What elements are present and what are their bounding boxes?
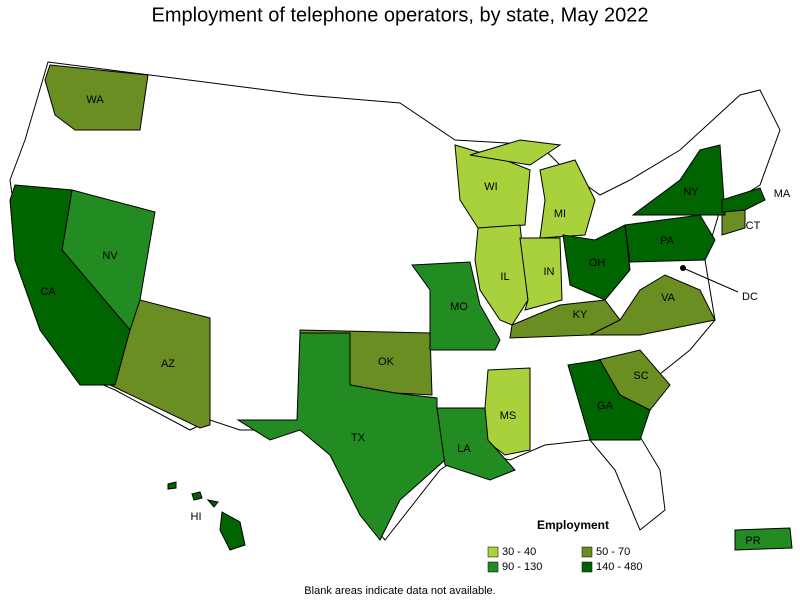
state-label: CT (746, 220, 761, 232)
legend-label: 90 - 130 (502, 561, 542, 573)
state-label: WI (484, 181, 497, 193)
state-label: WA (86, 94, 104, 106)
state-shape (589, 274, 716, 336)
state-shape (236, 332, 446, 541)
state-shape (567, 359, 651, 441)
state-label: OK (378, 356, 395, 368)
state-shape (206, 499, 219, 508)
state-shape (631, 144, 726, 216)
state-shape (167, 481, 177, 490)
state-shape (519, 237, 563, 311)
callout-label: DC (742, 291, 758, 303)
state-label: NV (102, 250, 118, 262)
state-shape (721, 209, 746, 236)
state-shape (539, 159, 596, 239)
state-shape (734, 527, 793, 551)
states: WI MI IL IN MS WA AZ OK KY VA SC CT NV TX MO LA PR CA OH PA… (9, 64, 793, 551)
state-shape (219, 511, 246, 551)
note: Blank areas indicate data not available. (304, 585, 495, 597)
state-label: SC (633, 370, 648, 382)
state-label: KY (573, 309, 588, 321)
state-label: MI (554, 208, 566, 220)
legend-label: 140 - 480 (596, 561, 642, 573)
map-title: Employment of telephone operators, by st… (152, 4, 649, 26)
state-label: IN (544, 266, 555, 278)
state-shape (191, 491, 203, 501)
state-shape (721, 187, 766, 213)
state-shape (469, 139, 562, 166)
state-shape (436, 407, 516, 481)
state-shape (9, 184, 131, 386)
state-label: AZ (161, 358, 175, 370)
state-shape (562, 224, 631, 301)
state-label: TX (351, 432, 366, 444)
state-shape (411, 261, 501, 351)
state-shape (44, 64, 149, 131)
state-label: LA (457, 443, 471, 455)
legend-title: Employment (537, 518, 609, 532)
state-label: NY (683, 186, 699, 198)
state-label: OH (589, 257, 606, 269)
state-label: PA (660, 235, 675, 247)
state-label: GA (597, 400, 614, 412)
legend-swatch (581, 561, 593, 573)
state-label: IL (500, 271, 509, 283)
state-label: VA (661, 292, 676, 304)
legend-label: 50 - 70 (596, 546, 630, 558)
state-label: MO (450, 301, 468, 313)
state-label: MA (774, 188, 791, 200)
legend-swatch (487, 546, 499, 558)
legend-label: 30 - 40 (502, 546, 536, 558)
legend: 30 - 40 50 - 70 90 - 130 140 - 480 (487, 546, 642, 573)
state-label: CA (40, 286, 56, 298)
state-shape (624, 214, 716, 263)
legend-swatch (581, 546, 593, 558)
state-label: PR (745, 535, 760, 547)
dc-leader (682, 267, 739, 293)
state-label: HI (191, 511, 202, 523)
legend-swatch (487, 561, 499, 573)
state-label: MS (500, 410, 517, 422)
